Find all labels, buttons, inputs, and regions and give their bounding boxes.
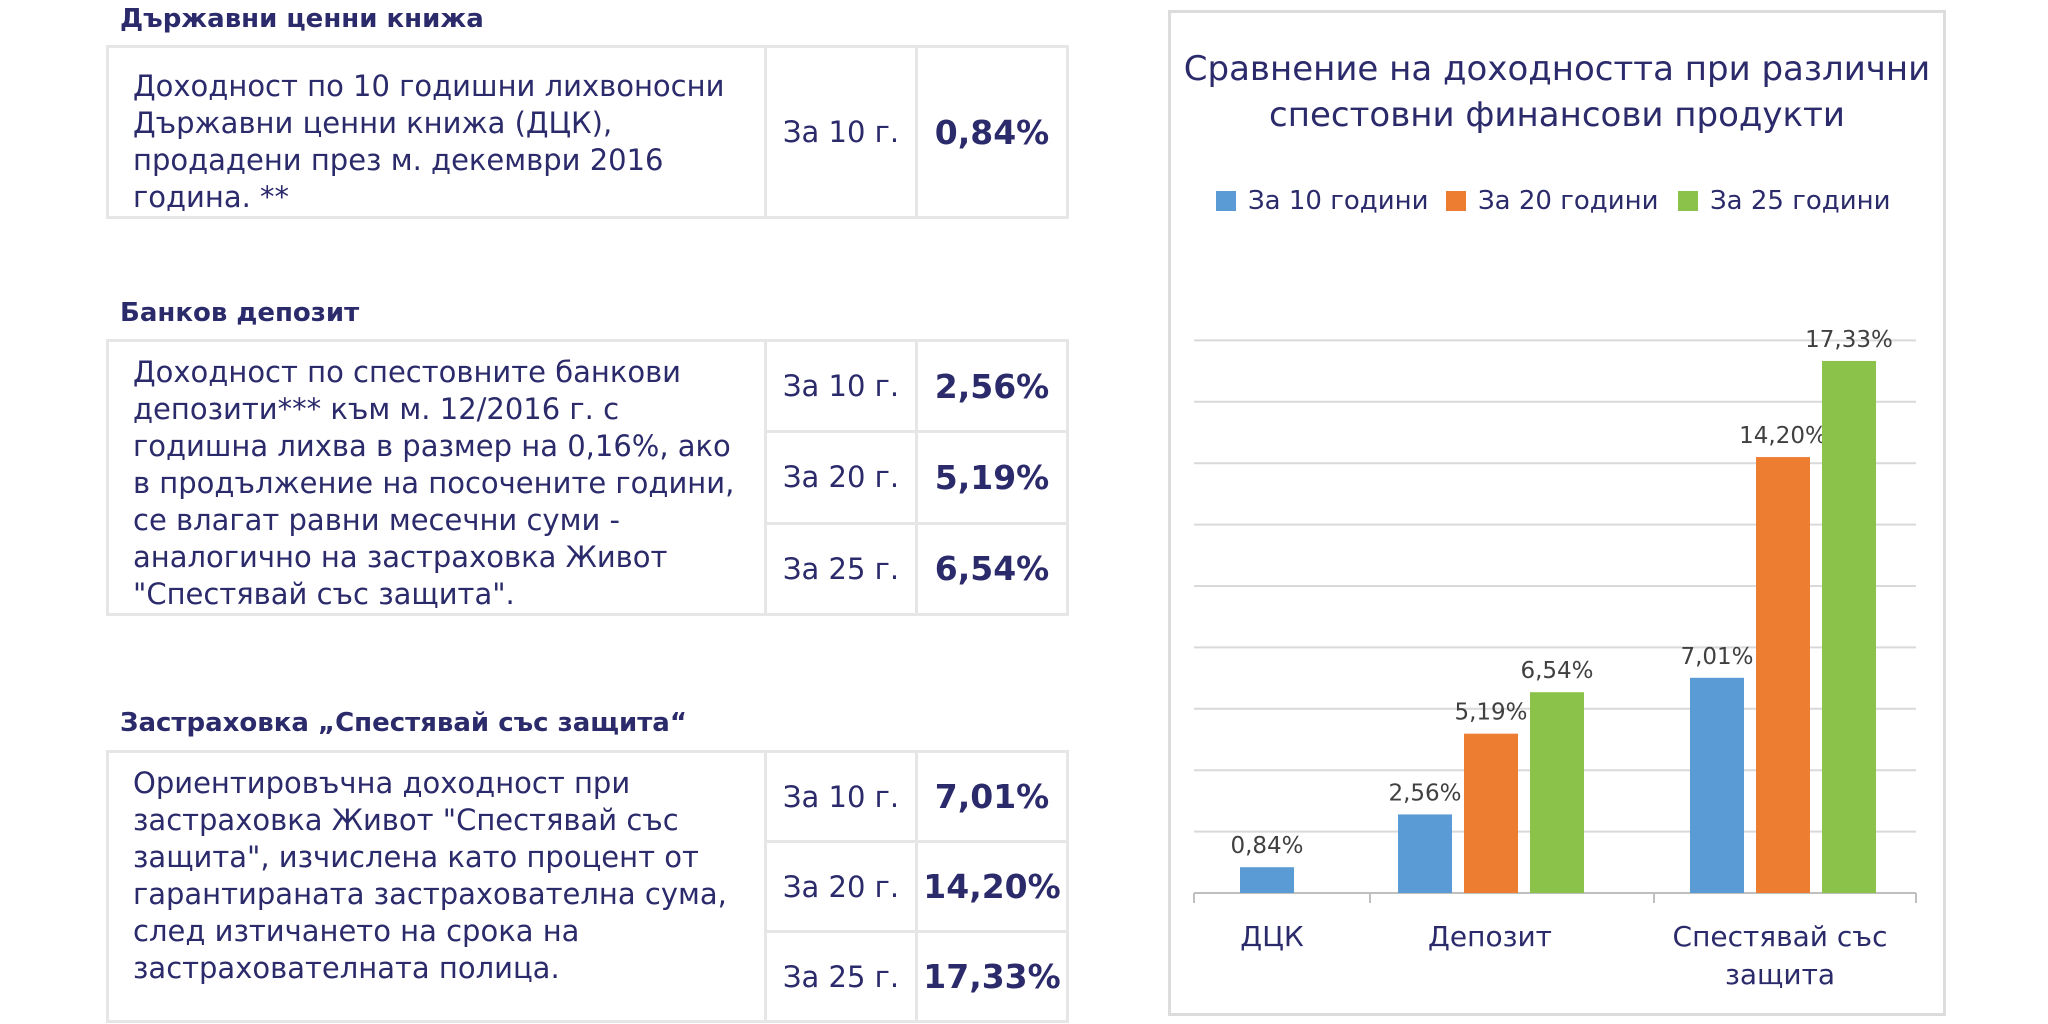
bar (1690, 677, 1744, 893)
data-label: 7,01% (1680, 644, 1753, 670)
legend-label: За 25 години (1710, 186, 1891, 216)
yield-value: 0,84% (915, 45, 1069, 219)
bar (1530, 692, 1584, 893)
legend-swatch-25y (1678, 191, 1698, 211)
section-title-deposit: Банков депозит (120, 298, 360, 328)
data-label: 2,56% (1388, 780, 1461, 806)
yield-value: 5,19% (915, 430, 1069, 525)
legend-item-20y: За 20 години (1446, 186, 1659, 216)
legend-item-25y: За 25 години (1678, 186, 1891, 216)
chart-title: Сравнение на доходността при различни сп… (1183, 49, 1931, 135)
legend-item-10y: За 10 години (1216, 186, 1429, 216)
yield-value: 17,33% (915, 930, 1069, 1023)
bar (1398, 814, 1452, 893)
data-label: 5,19% (1454, 700, 1527, 726)
description-deposit: Доходност по спестовните банкови депозит… (106, 339, 767, 616)
period-cell: За 25 г. (764, 930, 918, 1023)
yield-value: 6,54% (915, 521, 1069, 617)
category-label-insurance: Спестявай със защита (1672, 920, 1888, 991)
legend-swatch-10y (1216, 191, 1236, 211)
description-insurance: Ориентировъчна доходност при застраховка… (106, 750, 767, 1023)
yield-value: 7,01% (915, 750, 1069, 843)
data-label: 6,54% (1520, 658, 1593, 684)
yield-table-insurance: Ориентировъчна доходност при застраховка… (106, 750, 1069, 1023)
period-cell: За 20 г. (764, 840, 918, 933)
yield-table-deposit: Доходност по спестовните банкови депозит… (106, 338, 1069, 617)
bar (1756, 457, 1810, 893)
bar (1240, 867, 1294, 893)
data-label: 0,84% (1230, 833, 1303, 859)
period-cell: За 20 г. (764, 430, 918, 525)
section-title-insurance: Застраховка „Спестявай със защита“ (120, 708, 687, 738)
legend-label: За 10 години (1248, 186, 1429, 216)
bar (1464, 733, 1518, 893)
legend-label: За 20 години (1478, 186, 1659, 216)
data-label: 14,20% (1739, 423, 1827, 449)
data-label: 17,33% (1805, 327, 1893, 353)
description-dck: Доходност по 10 годишни лихвоносни Държа… (106, 45, 767, 219)
period-cell: За 10 г. (764, 338, 918, 434)
period-cell: За 10 г. (764, 750, 918, 843)
legend-swatch-20y (1446, 191, 1466, 211)
category-label-deposit: Депозит (1428, 920, 1552, 953)
yield-value: 14,20% (915, 840, 1069, 933)
period-cell: За 25 г. (764, 521, 918, 617)
bar (1822, 360, 1876, 893)
yield-table-dck: Доходност по 10 годишни лихвоносни Държа… (106, 45, 1069, 219)
period-cell: За 10 г. (764, 45, 918, 219)
yield-value: 2,56% (915, 338, 1069, 434)
category-label-dck: ДЦК (1240, 920, 1304, 953)
section-title-dck: Държавни ценни книжа (120, 4, 484, 34)
